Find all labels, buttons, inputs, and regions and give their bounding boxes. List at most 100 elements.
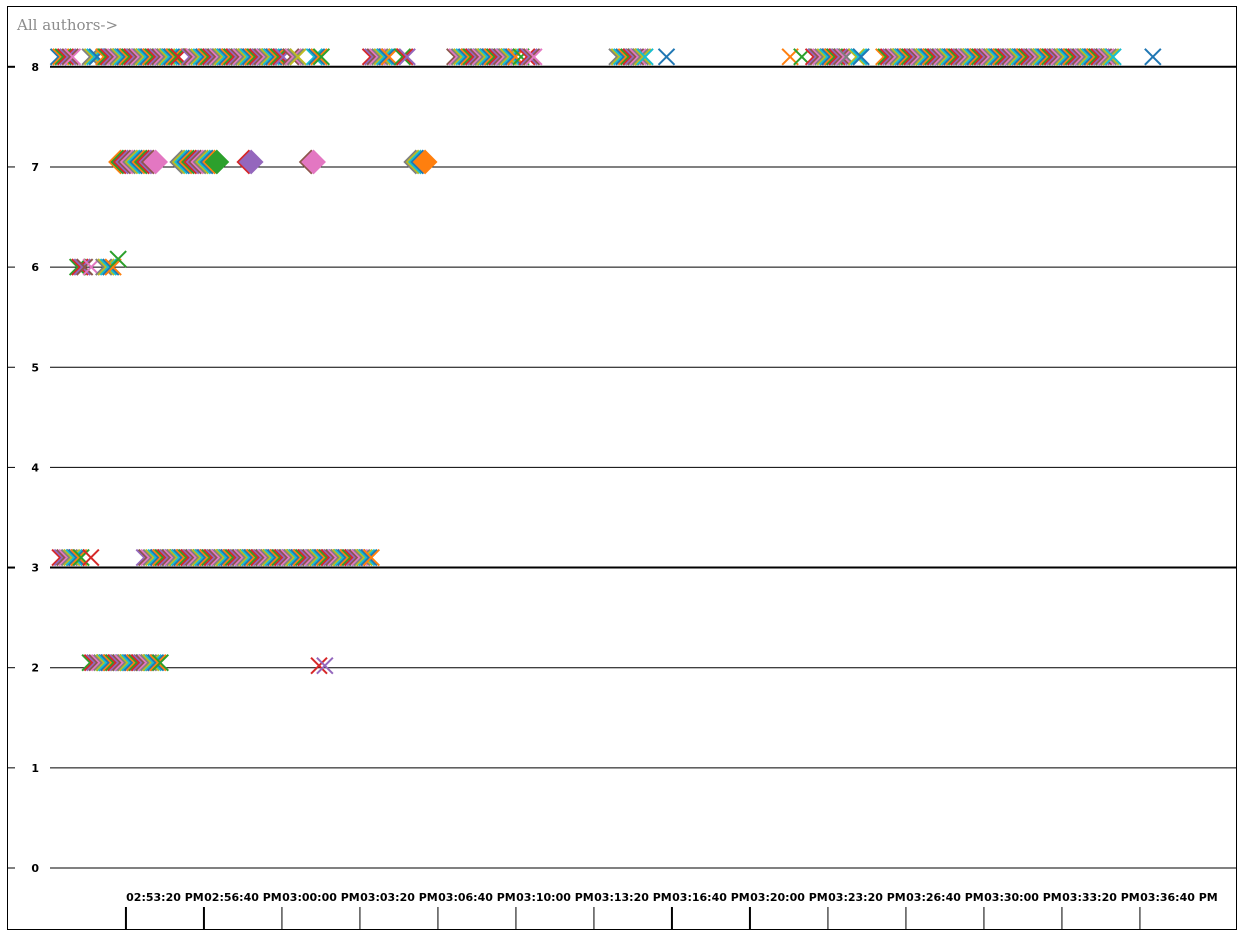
data-point-x bbox=[499, 48, 518, 66]
data-point-x bbox=[65, 548, 83, 567]
x-tick-label: 03:36:40 PM bbox=[1140, 891, 1218, 904]
data-point-x bbox=[657, 48, 676, 66]
data-point-x bbox=[282, 48, 300, 66]
data-point-diamond bbox=[412, 149, 438, 175]
data-point-x bbox=[151, 653, 169, 672]
y-tick-label: 7 bbox=[31, 161, 39, 174]
data-point-x bbox=[360, 548, 378, 567]
data-point-x bbox=[634, 48, 652, 66]
data-point-x bbox=[81, 48, 99, 66]
data-point-x bbox=[286, 48, 305, 66]
x-tick-label: 03:00:00 PM bbox=[282, 891, 360, 904]
data-point-x bbox=[378, 48, 396, 66]
data-point-x bbox=[56, 48, 75, 66]
data-point-x bbox=[73, 258, 91, 276]
data-point-x bbox=[518, 48, 536, 66]
data-point-x bbox=[68, 258, 87, 276]
y-tick-label: 4 bbox=[31, 461, 39, 474]
data-point-x bbox=[59, 48, 77, 66]
data-point-x bbox=[146, 653, 165, 672]
data-point-x bbox=[162, 48, 181, 66]
data-point-x bbox=[149, 653, 167, 672]
data-point-x bbox=[1104, 48, 1122, 66]
data-point-x bbox=[398, 48, 416, 66]
data-point-x bbox=[380, 48, 398, 66]
data-point-diamond bbox=[238, 149, 264, 175]
data-point-x bbox=[82, 258, 100, 276]
data-point-x bbox=[631, 48, 650, 66]
data-point-x bbox=[629, 48, 647, 66]
data-point-x bbox=[316, 656, 334, 675]
x-tick-label: 03:23:20 PM bbox=[828, 891, 906, 904]
x-tick-label: 03:30:00 PM bbox=[984, 891, 1062, 904]
data-point-x bbox=[307, 48, 326, 66]
data-point-x bbox=[525, 48, 543, 66]
y-tick-label: 6 bbox=[31, 261, 39, 274]
grid-layer bbox=[7, 65, 1236, 869]
data-point-x bbox=[63, 48, 82, 66]
data-point-x bbox=[1097, 48, 1115, 66]
data-point-x bbox=[310, 48, 328, 66]
data-point-x bbox=[832, 48, 851, 66]
data-point-x bbox=[393, 48, 412, 66]
data-point-x bbox=[835, 48, 853, 66]
data-point-x bbox=[144, 653, 162, 672]
data-point-x bbox=[284, 48, 302, 66]
y-axis-ticks: 0 1 2 3 4 5 6 7 8 bbox=[31, 61, 39, 875]
data-point-x bbox=[82, 548, 100, 567]
data-point-x bbox=[375, 48, 394, 66]
x-tick-label: 02:53:20 PM bbox=[126, 891, 204, 904]
data-point-x bbox=[636, 48, 654, 66]
y-tick-label: 5 bbox=[31, 361, 39, 374]
x-axis-ticks: 02:53:20 PM 02:56:40 PM 03:00:00 PM 03:03:2… bbox=[124, 891, 1218, 929]
data-point-x bbox=[1099, 48, 1118, 66]
data-point-x bbox=[1102, 48, 1120, 66]
data-point-x bbox=[850, 48, 868, 66]
data-point-x bbox=[75, 258, 94, 276]
data-point-x bbox=[852, 48, 870, 66]
x-tick-label: 03:10:00 PM bbox=[516, 891, 594, 904]
y-tick-label: 8 bbox=[31, 61, 39, 74]
x-tick-label: 02:56:40 PM bbox=[204, 891, 282, 904]
data-point-x bbox=[99, 258, 118, 276]
data-point-x bbox=[373, 48, 391, 66]
x-tick-label: 03:13:20 PM bbox=[594, 891, 672, 904]
data-point-x bbox=[312, 48, 331, 66]
data-point-diamond bbox=[204, 149, 230, 175]
x-tick-label: 03:33:20 PM bbox=[1062, 891, 1140, 904]
plot-frame bbox=[7, 6, 1237, 930]
y-tick-label: 0 bbox=[31, 862, 39, 875]
data-point-x bbox=[504, 48, 522, 66]
y-tick-label: 3 bbox=[31, 562, 39, 575]
data-point-x bbox=[520, 48, 538, 66]
data-point-x bbox=[830, 48, 848, 66]
data-point-x bbox=[104, 258, 122, 276]
data-point-x bbox=[67, 548, 86, 567]
data-point-x bbox=[165, 48, 183, 66]
data-point-x bbox=[355, 548, 373, 567]
data-point-x bbox=[267, 48, 285, 66]
data-point-x bbox=[269, 48, 288, 66]
data-point-x bbox=[305, 48, 324, 66]
chart-title: All authors-> bbox=[16, 16, 118, 34]
x-tick-label: 03:26:40 PM bbox=[906, 891, 984, 904]
data-point-x bbox=[362, 548, 380, 567]
data-point-x bbox=[522, 48, 541, 66]
x-tick-label: 03:03:20 PM bbox=[360, 891, 438, 904]
x-tick-label: 03:16:40 PM bbox=[672, 891, 750, 904]
y-tick-label: 1 bbox=[31, 762, 39, 775]
x-tick-label: 03:06:40 PM bbox=[438, 891, 516, 904]
data-point-x bbox=[357, 548, 376, 567]
data-point-x bbox=[396, 48, 414, 66]
data-point-x bbox=[167, 48, 185, 66]
data-point-x bbox=[847, 48, 866, 66]
data-point-x bbox=[61, 48, 79, 66]
y-tick-label: 2 bbox=[31, 662, 39, 675]
data-point-x bbox=[289, 48, 307, 66]
data-point-x bbox=[310, 656, 328, 675]
data-point-x bbox=[70, 548, 88, 567]
data-point-x bbox=[1144, 48, 1162, 66]
data-point-x bbox=[109, 250, 127, 268]
